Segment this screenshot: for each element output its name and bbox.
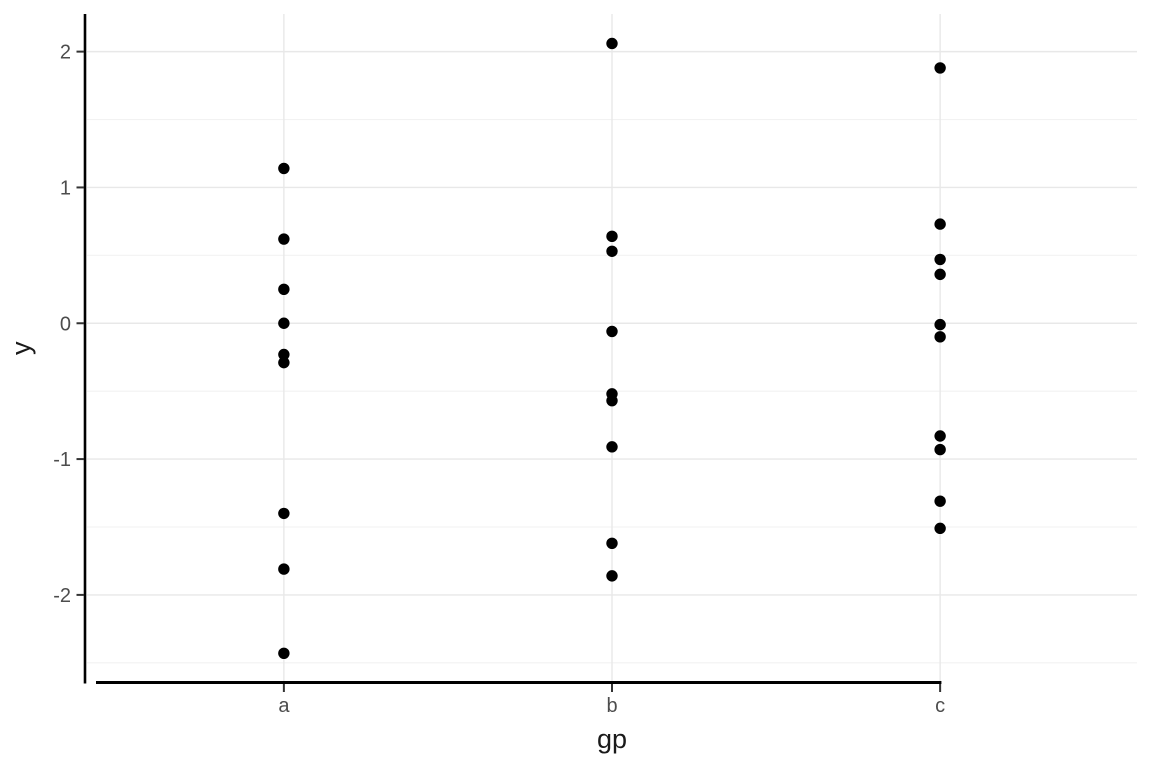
data-point [606,441,618,453]
y-axis-title: y [6,341,36,355]
y-tick-label: -1 [53,449,71,471]
data-point [606,230,618,243]
data-point [278,507,290,520]
data-point [606,37,618,50]
data-point [934,495,946,507]
data-point [934,443,946,456]
y-tick-label: 1 [60,177,71,199]
data-point [606,570,618,582]
data-point [934,253,946,266]
data-point [278,356,290,369]
x-tick-label: c [935,695,945,717]
data-point [278,162,290,175]
x-axis-title: gp [597,724,627,754]
y-tick-label: -2 [53,585,71,607]
data-point [606,245,618,257]
data-point [934,218,946,230]
data-point [934,268,946,281]
data-point [934,522,946,535]
data-point [278,647,290,659]
data-point [934,318,946,331]
x-tick-label: a [278,695,290,717]
data-point [606,325,618,338]
data-point [934,430,946,442]
data-point [278,283,290,296]
data-point [278,233,290,245]
x-tick-label: b [606,695,617,717]
data-point [278,563,290,575]
data-point [278,317,290,329]
y-tick-label: 2 [60,42,71,64]
data-point [606,394,618,407]
data-point [934,331,946,343]
data-point [934,62,946,74]
data-point [278,348,290,361]
data-point [606,537,618,549]
y-tick-label: 0 [60,313,71,335]
